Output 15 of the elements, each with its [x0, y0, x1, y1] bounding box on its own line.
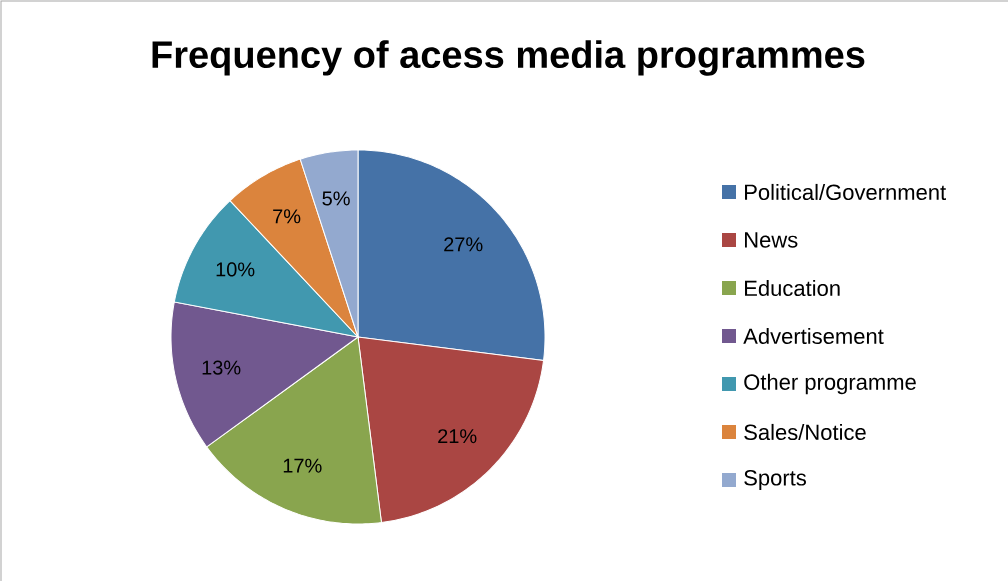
data-label: 5% — [322, 191, 350, 206]
legend-label: Advertisement — [743, 327, 884, 345]
legend-label: News — [745, 232, 798, 248]
chart-title: Frequency of acess media programmes — [152, 40, 865, 76]
legend-label: Sales/Notice — [744, 423, 866, 441]
data-label: 21% — [438, 429, 477, 444]
legend-label: Sports — [744, 470, 806, 490]
data-label: 17% — [283, 458, 322, 473]
data-label: 13% — [202, 360, 241, 375]
legend-label: Political/Government — [745, 183, 946, 201]
data-label: 10% — [216, 262, 255, 277]
data-label: 7% — [273, 209, 301, 224]
legend-label: Other programme — [744, 373, 916, 395]
data-label: 27% — [444, 237, 483, 252]
legend-label: Education — [745, 279, 840, 297]
